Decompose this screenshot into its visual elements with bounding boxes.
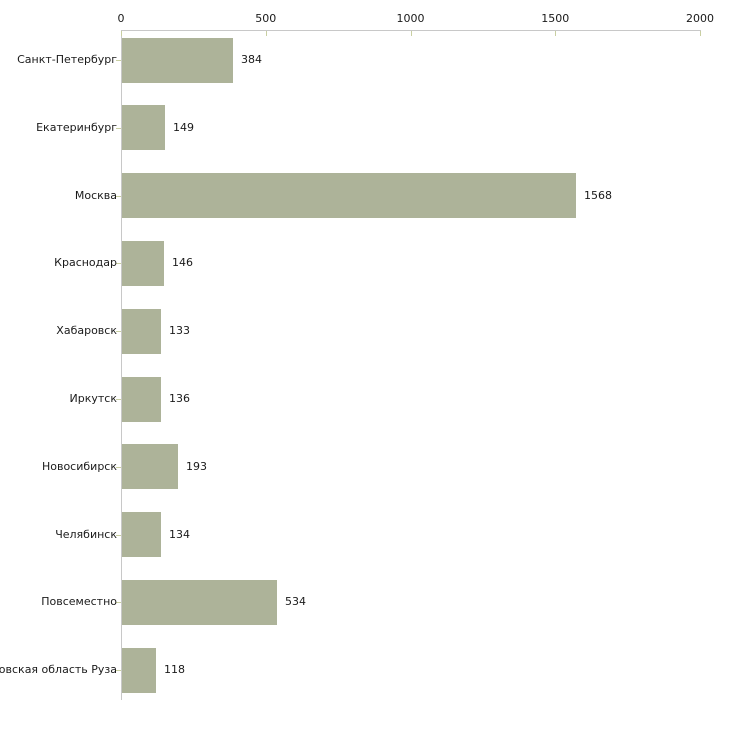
y-tick-mark bbox=[116, 399, 121, 400]
y-tick-mark bbox=[116, 128, 121, 129]
y-tick-mark bbox=[116, 263, 121, 264]
bar-value-label: 118 bbox=[164, 663, 185, 676]
bar bbox=[122, 309, 161, 354]
bar bbox=[122, 105, 165, 150]
bar bbox=[122, 38, 233, 83]
bar bbox=[122, 377, 161, 422]
bar-value-label: 1568 bbox=[584, 189, 612, 202]
y-tick-mark bbox=[116, 535, 121, 536]
y-tick-mark bbox=[116, 331, 121, 332]
y-tick-mark bbox=[116, 60, 121, 61]
bar bbox=[122, 648, 156, 693]
category-label: Екатеринбург bbox=[36, 121, 117, 134]
category-label: Повсеместно bbox=[41, 595, 117, 608]
y-tick-mark bbox=[116, 196, 121, 197]
x-tick-mark bbox=[411, 31, 412, 36]
x-tick-label: 1000 bbox=[396, 12, 425, 25]
y-tick-mark bbox=[116, 467, 121, 468]
x-tick-label: 500 bbox=[255, 12, 277, 25]
bar-value-label: 384 bbox=[241, 53, 262, 66]
category-label: Челябинск bbox=[55, 528, 117, 541]
x-tick-mark bbox=[121, 31, 122, 36]
bar-value-label: 146 bbox=[172, 256, 193, 269]
bar bbox=[122, 444, 178, 489]
bar bbox=[122, 512, 161, 557]
bar-value-label: 534 bbox=[285, 595, 306, 608]
bar bbox=[122, 580, 277, 625]
y-tick-mark bbox=[116, 670, 121, 671]
bar bbox=[122, 173, 576, 218]
bar bbox=[122, 241, 164, 286]
bar-value-label: 136 bbox=[169, 392, 190, 405]
category-label: Краснодар bbox=[54, 256, 117, 269]
x-tick-mark bbox=[700, 31, 701, 36]
category-label: Новосибирск bbox=[41, 460, 117, 473]
x-tick-mark bbox=[266, 31, 267, 36]
y-axis-line bbox=[121, 30, 122, 700]
x-tick-label: 1500 bbox=[541, 12, 570, 25]
category-label: Санкт-Петербург bbox=[17, 53, 117, 66]
category-label: Хабаровск bbox=[56, 324, 117, 337]
bar-value-label: 149 bbox=[173, 121, 194, 134]
category-label: Иркутск bbox=[69, 392, 117, 405]
x-axis-line bbox=[121, 30, 701, 31]
bar-value-label: 134 bbox=[169, 528, 190, 541]
category-label: Московская область Руза bbox=[0, 663, 117, 676]
x-tick-label: 2000 bbox=[686, 12, 714, 25]
category-label: Москва bbox=[74, 189, 117, 202]
bar-value-label: 133 bbox=[169, 324, 190, 337]
x-tick-mark bbox=[555, 31, 556, 36]
x-tick-label: 0 bbox=[117, 12, 125, 25]
y-tick-mark bbox=[116, 602, 121, 603]
bar-value-label: 193 bbox=[186, 460, 207, 473]
